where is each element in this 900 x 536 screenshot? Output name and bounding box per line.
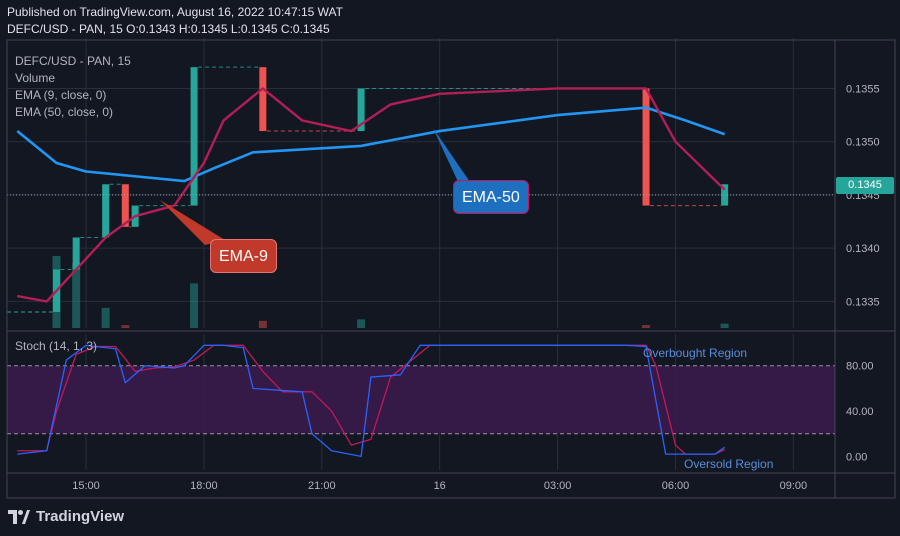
stoch-tick-label: 80.00 (846, 361, 874, 373)
ema9-badge: EMA-9 (210, 239, 277, 273)
candle (259, 67, 267, 132)
y-tick-label: 0.1340 (846, 243, 880, 255)
x-tick-label: 06:00 (662, 480, 690, 492)
ema9-callout-pointer (160, 200, 225, 245)
volume-bar (72, 263, 81, 328)
candle (190, 67, 198, 206)
x-tick-label: 15:00 (72, 480, 100, 492)
y-tick-label: 0.1350 (846, 137, 880, 149)
published-line: Published on TradingView.com, August 16,… (7, 5, 343, 19)
candle (642, 88, 650, 206)
stoch-tick-label: 40.00 (846, 406, 874, 418)
candle (121, 184, 129, 227)
legend-ema50: EMA (50, close, 0) (15, 105, 114, 119)
candle (357, 88, 365, 132)
legend-stoch: Stoch (14, 1, 3) (15, 339, 98, 353)
x-tick-label: 03:00 (544, 480, 572, 492)
legend-ema9: EMA (9, close, 0) (15, 88, 107, 102)
volume-bar (357, 319, 366, 328)
overbought-label: Overbought Region (643, 346, 748, 360)
y-tick-label: 0.1335 (846, 296, 880, 308)
tradingview-logo-icon (8, 509, 30, 524)
volume-bar (101, 307, 110, 328)
legend-volume: Volume (15, 71, 56, 85)
x-tick-label: 21:00 (308, 480, 336, 492)
ema9-line (17, 87, 726, 303)
oversold-label: Oversold Region (684, 457, 774, 471)
candle (72, 237, 80, 270)
candle (102, 184, 110, 238)
volume-bar (258, 320, 267, 328)
legend-symbol: DEFC/USD - PAN, 15 (15, 54, 131, 68)
stoch-band (7, 365, 835, 434)
x-tick-label: 18:00 (190, 480, 218, 492)
last-price-label: 0.1345 (836, 177, 894, 194)
brand-name: TradingView (36, 508, 125, 525)
stoch-k-line (17, 344, 725, 458)
chart-frame (6, 39, 896, 499)
x-tick-label: 09:00 (780, 480, 808, 492)
volume-bar (121, 325, 130, 328)
y-tick-label: 0.1355 (846, 83, 880, 95)
volume-bar (642, 325, 651, 328)
ema50-line (16, 106, 726, 183)
ema50-badge: EMA-50 (453, 180, 529, 214)
tradingview-brand: TradingView (8, 508, 124, 525)
ema50-callout-pointer (433, 128, 470, 186)
x-tick-label: 16 (434, 480, 446, 492)
volume-bar (190, 283, 199, 328)
volume-bar (720, 323, 729, 328)
symbol-ohlc-line: DEFC/USD - PAN, 15 O:0.1343 H:0.1345 L:0… (7, 22, 330, 36)
stoch-tick-label: 0.00 (846, 451, 867, 463)
